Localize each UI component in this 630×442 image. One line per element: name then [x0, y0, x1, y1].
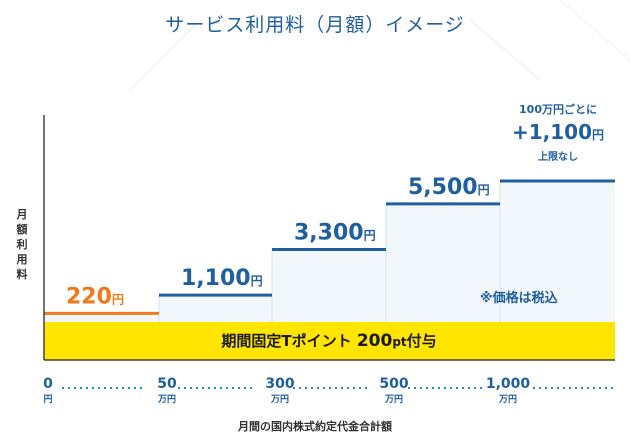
step-value-3: 3,300 — [294, 221, 364, 246]
band-pre: 期間固定Tポイント — [221, 332, 357, 350]
step-label-3: 3,300円 — [294, 221, 376, 246]
step-value-2: 1,100 — [181, 266, 251, 291]
step-unit-3: 円 — [364, 229, 376, 243]
x-tick-2: 300 — [265, 376, 294, 392]
x-tick-0: 0 — [43, 376, 53, 392]
top-annotation-line1: 100万円ごとに — [519, 103, 597, 116]
x-tick-1: 50 — [157, 376, 177, 392]
points-band-label: 期間固定Tポイント 200pt付与 — [44, 322, 614, 360]
points-band — [44, 322, 615, 360]
step-area-fill — [44, 181, 615, 322]
band-num: 200 — [356, 331, 393, 351]
step-value-1: 220 — [66, 284, 112, 309]
x-tick-unit-4: 万円 — [498, 394, 517, 405]
x-axis-label: 月間の国内株式約定代金合計額 — [238, 420, 392, 433]
step-label-4: 5,500円 — [408, 175, 490, 200]
step-unit-1: 円 — [112, 292, 124, 306]
x-tick-4: 1,000 — [486, 376, 531, 392]
tax-note: ※価格は税込 — [480, 291, 558, 306]
step-unit-4: 円 — [478, 183, 490, 197]
step-unit-2: 円 — [251, 274, 263, 288]
x-tick-unit-1: 万円 — [157, 394, 176, 405]
band-small: pt — [392, 335, 407, 349]
step-value-4: 5,500 — [408, 175, 478, 200]
x-tick-3: 500 — [379, 376, 408, 392]
top-annotation: 100万円ごとに +1,100円 上限なし — [498, 101, 618, 163]
top-annotation-line3: 上限なし — [538, 152, 578, 163]
top-annotation-amount: +1,100 — [511, 120, 592, 144]
step-label-2: 1,100円 — [181, 266, 263, 291]
top-annotation-line2: +1,100円 — [498, 120, 618, 144]
x-tick-unit-2: 万円 — [270, 394, 289, 405]
y-axis-label: 月額利用料 — [16, 208, 28, 281]
x-tick-unit-3: 万円 — [384, 394, 403, 405]
step-label-1: 220円 — [66, 284, 124, 309]
top-annotation-unit: 円 — [592, 128, 605, 142]
x-tick-unit-0: 円 — [43, 394, 52, 405]
band-post: 付与 — [406, 332, 437, 350]
chart-title: サービス利用料（月額）イメージ — [165, 14, 465, 36]
